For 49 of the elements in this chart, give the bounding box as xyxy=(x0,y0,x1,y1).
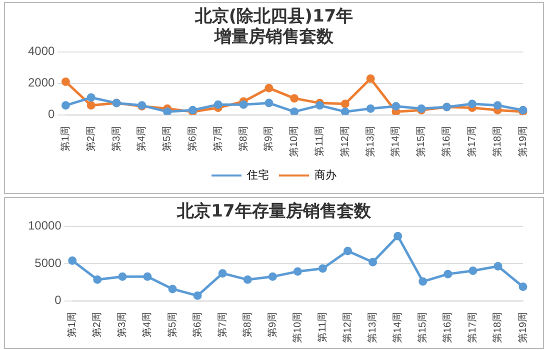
x-tick-label: 第17周 xyxy=(466,126,478,157)
x-tick-label: 第2周 xyxy=(91,312,104,338)
x-tick-label: 第2周 xyxy=(84,126,97,152)
x-tick-label: 第13周 xyxy=(366,312,379,343)
x-tick-label: 第8周 xyxy=(237,126,250,152)
x-tick-label: 第7周 xyxy=(216,312,228,338)
x-tick-label: 第3周 xyxy=(110,126,122,152)
y-tick-label: 0 xyxy=(54,293,62,308)
x-tick-label: 第4周 xyxy=(141,312,154,338)
x-tick-label: 第1周 xyxy=(59,126,72,152)
x-tick-label: 第16周 xyxy=(442,312,454,343)
y-tick-label: 5000 xyxy=(34,256,62,270)
x-tick-label: 第3周 xyxy=(116,312,128,338)
x-tick-label: 第12周 xyxy=(342,312,354,343)
legend-label: 住宅 xyxy=(247,168,269,182)
chart-title: 北京17年存量房销售套数 xyxy=(176,202,372,222)
x-tick-label: 第12周 xyxy=(338,126,351,157)
x-tick-label: 第4周 xyxy=(136,126,148,152)
x-tick-label: 第11周 xyxy=(314,126,326,156)
x-tick-label: 第14周 xyxy=(392,312,404,343)
x-tick-label: 第11周 xyxy=(316,312,328,342)
x-tick-label: 第16周 xyxy=(440,126,453,157)
x-tick-label: 第6周 xyxy=(186,126,198,152)
x-tick-label: 第6周 xyxy=(191,312,204,338)
legend-label: 商办 xyxy=(314,168,336,182)
x-tick-label: 第5周 xyxy=(166,312,178,338)
x-tick-label: 第18周 xyxy=(492,312,504,343)
x-tick-label: 第9周 xyxy=(266,312,278,338)
y-tick-label: 4000 xyxy=(28,44,56,58)
x-tick-label: 第7周 xyxy=(212,126,224,152)
x-tick-label: 第15周 xyxy=(415,126,428,157)
x-tick-label: 第9周 xyxy=(262,126,275,152)
x-tick-label: 第8周 xyxy=(241,312,254,338)
y-tick-label: 10000 xyxy=(28,218,62,233)
y-tick-label: 2000 xyxy=(28,76,56,90)
x-tick-label: 第14周 xyxy=(390,126,402,157)
x-tick-label: 第13周 xyxy=(364,126,376,157)
x-tick-label: 第19周 xyxy=(516,312,529,343)
x-tick-label: 第17周 xyxy=(466,312,479,343)
x-tick-label: 第15周 xyxy=(416,312,429,343)
text: 北京(除北四县)17年 xyxy=(194,6,354,27)
x-tick-label: 第10周 xyxy=(288,126,300,157)
x-tick-label: 第1周 xyxy=(66,312,78,338)
x-tick-label: 第10周 xyxy=(291,312,304,343)
text: 增量房销售套数 xyxy=(214,27,334,48)
y-tick-label: 0 xyxy=(48,107,56,122)
x-tick-label: 第19周 xyxy=(516,126,529,157)
x-tick-label: 第5周 xyxy=(161,126,174,152)
x-tick-label: 第18周 xyxy=(491,126,504,157)
